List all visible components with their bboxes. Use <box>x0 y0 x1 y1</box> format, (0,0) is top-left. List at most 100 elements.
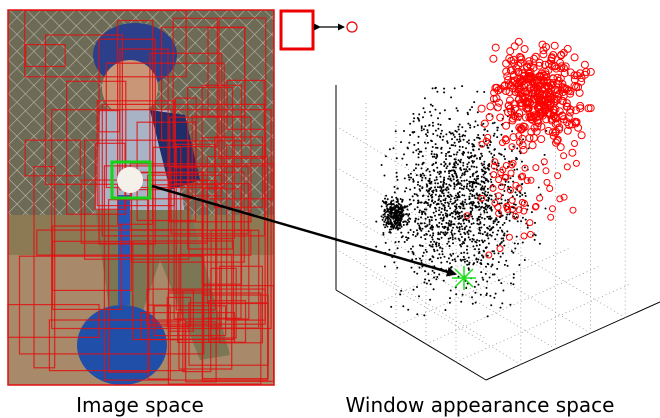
dot <box>452 238 454 240</box>
dot <box>432 226 434 228</box>
dot <box>500 307 502 309</box>
dot <box>463 139 465 141</box>
dot <box>444 256 446 258</box>
dot <box>419 267 421 269</box>
dot <box>424 222 426 224</box>
dot <box>521 194 523 196</box>
dot <box>399 215 401 217</box>
dot <box>388 216 390 218</box>
dot <box>489 216 491 218</box>
dot <box>461 126 463 128</box>
dot <box>450 185 452 187</box>
dot <box>460 252 462 254</box>
dot <box>430 216 432 218</box>
dot <box>525 219 527 221</box>
dot <box>382 217 384 219</box>
dot <box>487 168 489 170</box>
dot <box>474 248 476 250</box>
dot <box>444 188 446 190</box>
dot <box>415 218 417 220</box>
dot <box>496 129 498 131</box>
dot <box>450 194 452 196</box>
dot <box>459 191 461 193</box>
dot <box>441 186 443 188</box>
dot <box>475 302 477 304</box>
dot <box>443 177 445 179</box>
red-point <box>537 195 543 201</box>
caption: Window appearance space <box>346 393 615 417</box>
dot <box>445 155 447 157</box>
dot <box>439 171 441 173</box>
dot <box>449 302 451 304</box>
dot <box>401 215 403 217</box>
dot <box>461 236 463 238</box>
dot <box>432 133 434 135</box>
dot <box>429 299 431 301</box>
dot <box>394 212 396 214</box>
dot <box>382 200 384 202</box>
dot <box>527 227 529 229</box>
red-point <box>508 170 514 176</box>
red-point <box>515 38 522 45</box>
dot <box>493 220 495 222</box>
dot <box>426 184 428 186</box>
dot <box>472 201 474 203</box>
dot <box>375 246 377 248</box>
red-point <box>506 234 512 240</box>
dot <box>466 245 468 247</box>
point-symbol <box>347 22 357 32</box>
dot <box>505 260 507 262</box>
dot <box>468 162 470 164</box>
dot <box>482 233 484 235</box>
dot <box>441 223 443 225</box>
dot <box>397 179 399 181</box>
dot <box>448 257 450 259</box>
dot <box>449 262 451 264</box>
dot <box>466 249 468 251</box>
dot <box>391 208 393 210</box>
dot <box>436 249 438 251</box>
dot <box>463 222 465 224</box>
dot <box>505 216 507 218</box>
dot <box>465 130 467 132</box>
dot <box>473 222 475 224</box>
red-point <box>581 61 588 68</box>
dot <box>481 254 483 256</box>
dot <box>478 248 480 250</box>
red-point <box>492 200 498 206</box>
dot <box>510 177 512 179</box>
dot <box>428 230 430 232</box>
dot <box>508 181 510 183</box>
dot <box>481 176 483 178</box>
dot <box>446 261 448 263</box>
dot <box>413 231 415 233</box>
dot <box>453 162 455 164</box>
dot <box>375 221 377 223</box>
dot <box>519 195 521 197</box>
red-point <box>485 134 491 140</box>
dot <box>416 273 418 275</box>
dot <box>513 273 515 275</box>
dot <box>441 130 443 132</box>
dot <box>481 185 483 187</box>
dot <box>398 203 400 205</box>
dot <box>429 178 431 180</box>
dot <box>462 162 464 164</box>
dot <box>486 227 488 229</box>
dot <box>501 231 503 233</box>
dot <box>462 241 464 243</box>
dot <box>484 240 486 242</box>
dot <box>448 151 450 153</box>
dot <box>459 168 461 170</box>
dot <box>450 96 452 98</box>
dot <box>382 232 384 234</box>
dot <box>418 295 420 297</box>
dot <box>503 190 505 192</box>
dot <box>452 132 454 134</box>
dot <box>474 292 476 294</box>
dot <box>457 227 459 229</box>
dot <box>459 239 461 241</box>
dot <box>416 229 418 231</box>
dot <box>451 169 453 171</box>
dot <box>412 251 414 253</box>
